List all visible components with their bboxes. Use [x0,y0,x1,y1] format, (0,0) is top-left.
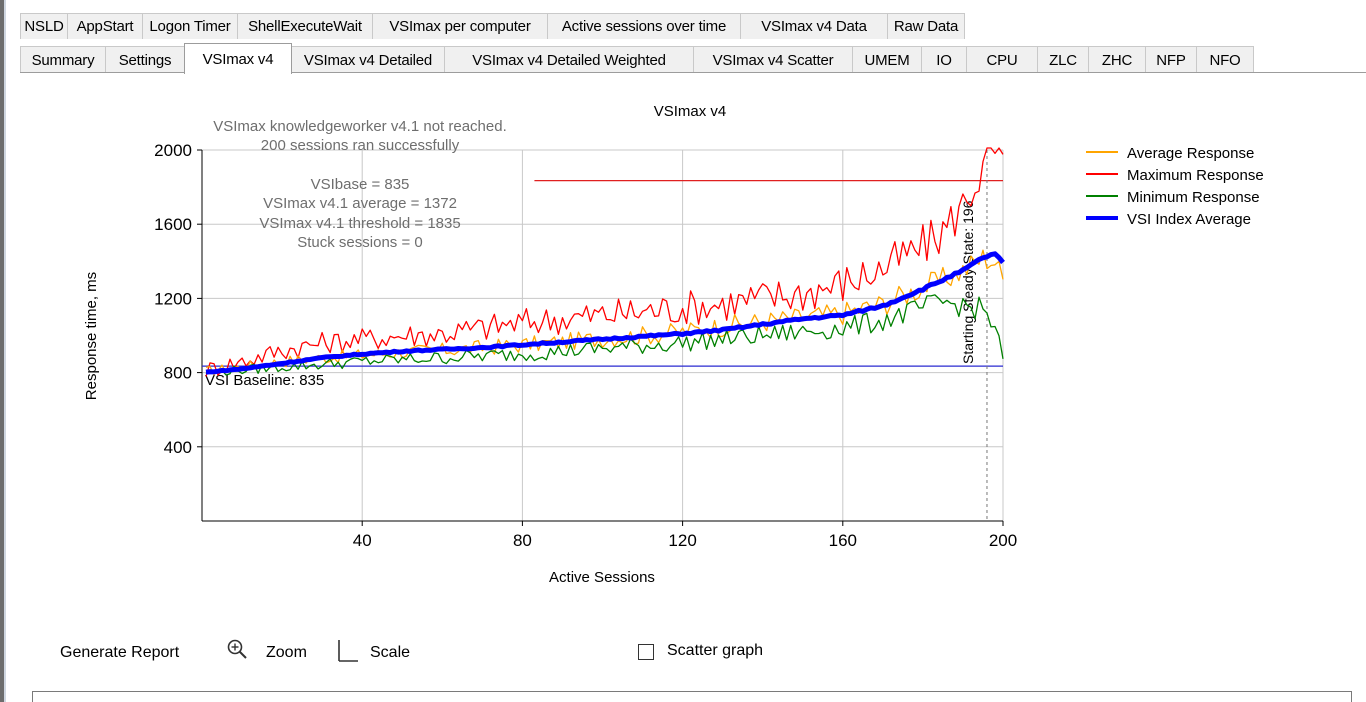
legend-label-maximum-response: Maximum Response [1127,167,1264,184]
scatter-graph-label[interactable]: Scatter graph [667,642,764,659]
baseline-label: VSI Baseline: 835 [205,372,324,389]
bottom-panel [32,691,1352,702]
x-axis-label: Active Sessions [549,569,655,586]
x-tick-label: 80 [513,531,532,550]
tab-umem[interactable]: UMEM [852,46,922,73]
tab-summary[interactable]: Summary [20,46,106,73]
tab-raw-data[interactable]: Raw Data [887,13,965,39]
info-stuck-sessions: Stuck sessions = 0 [297,234,422,251]
y-axis-label: Response time, ms [83,272,100,400]
info-sessions-ok: 200 sessions ran successfully [261,137,460,154]
tab-logon-timer[interactable]: Logon Timer [142,13,238,39]
tab-panel-top-border [20,72,1366,73]
x-tick-label: 200 [989,531,1017,550]
x-tick-label: 160 [829,531,857,550]
tab-vsimax-v4-detailed[interactable]: VSImax v4 Detailed [291,46,445,73]
tab-nsld[interactable]: NSLD [20,13,68,39]
tab-io[interactable]: IO [921,46,967,73]
tab-row-1: NSLD AppStart Logon Timer ShellExecuteWait V… [20,13,965,39]
tab-row-2: Summary Settings VSImax v4 VSImax v4 Detail… [20,43,1254,74]
tab-active-sessions-over-time[interactable]: Active sessions over time [547,13,741,39]
tab-vsimax-v4-data[interactable]: VSImax v4 Data [740,13,888,39]
scale-icon[interactable] [336,638,360,664]
info-not-reached: VSImax knowledgeworker v4.1 not reached. [213,118,507,135]
tab-settings[interactable]: Settings [105,46,185,73]
zoom-icon[interactable] [226,638,250,662]
window-left-border-inner [4,0,6,702]
tab-vsimax-v4-detailed-weighted[interactable]: VSImax v4 Detailed Weighted [444,46,694,73]
series-maximum-response [205,147,1004,377]
zoom-button[interactable]: Zoom [266,644,307,661]
tab-vsimax-v4[interactable]: VSImax v4 [184,43,292,74]
tab-nfp[interactable]: NFP [1145,46,1197,73]
series-vsi-index-average [205,251,1005,375]
info-vsimax-average: VSImax v4.1 average = 1372 [263,195,457,212]
info-vsibase: VSIbase = 835 [311,176,410,193]
series-minimum-response [205,294,1004,376]
legend-label-minimum-response: Minimum Response [1127,189,1260,206]
window-left-border [0,0,4,702]
y-tick-label: 400 [164,438,192,457]
y-tick-label: 1600 [154,215,192,234]
x-tick-label: 120 [668,531,696,550]
tab-vsimax-v4-scatter[interactable]: VSImax v4 Scatter [693,46,853,73]
tab-zlc[interactable]: ZLC [1037,46,1089,73]
tab-nfo[interactable]: NFO [1196,46,1254,73]
y-tick-label: 1200 [154,289,192,308]
y-tick-label: 2000 [154,141,192,160]
tab-zhc[interactable]: ZHC [1088,46,1146,73]
y-tick-label: 800 [164,364,192,383]
tab-vsimax-per-computer[interactable]: VSImax per computer [372,13,548,39]
chart-toolbar: Generate Report Zoom Scale Scatter graph [0,630,1366,670]
tab-shellexecutewait[interactable]: ShellExecuteWait [237,13,373,39]
tab-cpu[interactable]: CPU [966,46,1038,73]
legend-label-average-response: Average Response [1127,145,1254,162]
scatter-graph-checkbox[interactable] [638,644,654,660]
tab-appstart[interactable]: AppStart [67,13,143,39]
x-tick-label: 40 [353,531,372,550]
steady-state-label: Starting Steady State: 196 [960,200,976,364]
info-vsimax-threshold: VSImax v4.1 threshold = 1835 [259,215,460,232]
scale-button[interactable]: Scale [370,644,411,661]
legend-label-vsi-index-average: VSI Index Average [1127,211,1251,228]
chart-title: VSImax v4 [654,103,727,120]
generate-report-button[interactable]: Generate Report [60,644,180,661]
